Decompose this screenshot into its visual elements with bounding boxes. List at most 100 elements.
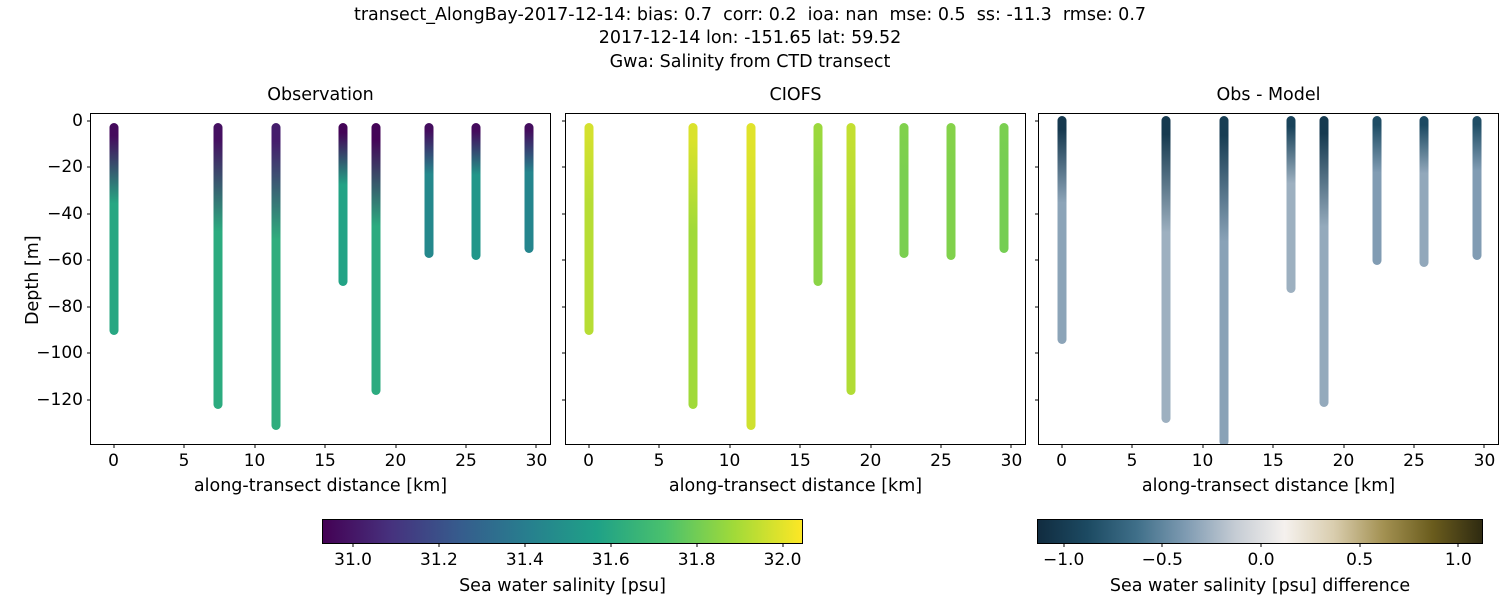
y-tick [562,352,566,354]
colorbar-tick-label: 31.2 [420,550,458,570]
colorbar-tick [696,543,698,547]
x-tick [1131,444,1133,448]
cast-profile [1319,116,1329,407]
cast-profile [424,123,434,258]
axes-ciofs: CIOFS along-transect distance [km] 0 5 10 1… [562,85,1026,496]
x-tick-label: 15 [1262,451,1284,471]
cast-profile [524,123,534,254]
suptitle-line-location: 2017-12-14 lon: -151.65 lat: 59.52 [598,28,902,49]
cast-profile [213,123,223,409]
y-tick [1035,213,1039,215]
x-tick-label: 20 [1332,451,1355,471]
cast-profile [1419,116,1429,268]
cast-profile [1057,116,1067,344]
x-tick [658,444,660,448]
cast-profile [746,123,756,430]
colorbar-tick [524,543,526,547]
cast-profile [1472,116,1482,261]
y-tick [562,399,566,401]
colorbar-tick [1260,543,1262,547]
x-tick-label: 30 [525,451,548,471]
y-tick [562,213,566,215]
cast-profile [338,123,348,286]
x-tick-label: 10 [243,451,266,471]
x-tick-label: 30 [1000,451,1023,471]
x-tick [870,444,871,448]
colorbar-salinity: Sea water salinity [psu] 31.0 31.2 31.4 31.… [322,519,803,596]
x-tick-label: 25 [930,451,952,471]
cast-profile [109,123,119,335]
y-tick [1035,352,1039,354]
cast-profile [1372,116,1382,265]
x-tick [1343,444,1344,448]
y-tick-label: −20 [47,157,83,178]
axes-observation: Observation Depth [m] along-transect dis… [23,85,551,496]
x-tick [1202,444,1204,448]
y-tick [1035,166,1039,168]
x-tick [1010,444,1012,448]
cast-profile [1161,116,1171,423]
x-tick [799,444,801,448]
colorbar-tick [782,543,784,547]
x-tick [254,444,256,448]
x-tick-label: 20 [859,451,882,471]
x-tick-label: 30 [1473,451,1496,471]
y-tick [1035,120,1039,122]
cast-profile [946,123,956,261]
x-tick-label: 5 [178,451,190,471]
colorbar-tick-label: −0.5 [1141,550,1183,570]
y-tick [562,166,566,168]
y-tick [87,306,91,308]
x-tick-label: 25 [455,451,477,471]
x-tick [1483,444,1485,448]
colorbar-tick [1359,543,1361,547]
colorbar-tick-label: 0.5 [1346,550,1374,570]
suptitle-line-dataset: Gwa: Salinity from CTD transect [609,51,891,72]
y-tick-label: −100 [36,343,83,364]
y-tick [562,120,566,122]
y-tick [1035,259,1039,261]
axes-obs-minus-model: Obs - Model along-transect distance [km]… [1035,85,1499,496]
y-tick [87,259,91,261]
colorbar-tick [352,543,354,547]
x-tick-label: 5 [653,451,665,471]
x-tick-label: 0 [108,451,119,471]
colorbar-tick-label: −1.0 [1043,550,1085,570]
x-tick-label: 0 [1056,451,1067,471]
y-tick [87,399,91,401]
x-tick-label: 20 [384,451,407,471]
x-tick-label: 15 [314,451,336,471]
x-tick [395,444,396,448]
x-tick-label: 10 [718,451,741,471]
cast-profile [584,123,594,335]
x-tick [113,444,115,448]
x-axis-label-observation: along-transect distance [km] [193,476,448,496]
x-tick-label: 0 [583,451,594,471]
y-tick [87,120,91,122]
cast-profile [371,123,381,395]
x-tick [588,444,590,448]
colorbar-tick [438,543,440,547]
x-tick-label: 15 [789,451,811,471]
plot-area-ciofs [566,114,1025,444]
colorbar-tick-label: 31.4 [505,550,544,570]
y-tick [87,213,91,215]
colorbar-salinity-difference: Sea water salinity [psu] difference −1.0… [1037,519,1483,596]
x-tick [729,444,731,448]
colorbar-tick [610,543,612,547]
x-tick [465,444,467,448]
cast-profile [688,123,698,409]
y-axis-label: Depth [m] [23,235,43,325]
colorbar-tick-label: 0.0 [1247,550,1275,570]
cast-profile [1286,116,1296,293]
colorbar-tick-label: 31.8 [677,550,716,570]
figure-suptitle: transect_AlongBay-2017-12-14: bias: 0.7 … [0,4,1500,74]
axes-title-observation: Observation [267,85,374,105]
x-tick-label: 10 [1191,451,1214,471]
x-tick [940,444,942,448]
colorbar-label-salinity: Sea water salinity [psu] [459,576,666,596]
x-tick [1272,444,1274,448]
x-tick [324,444,326,448]
y-tick [87,352,91,354]
